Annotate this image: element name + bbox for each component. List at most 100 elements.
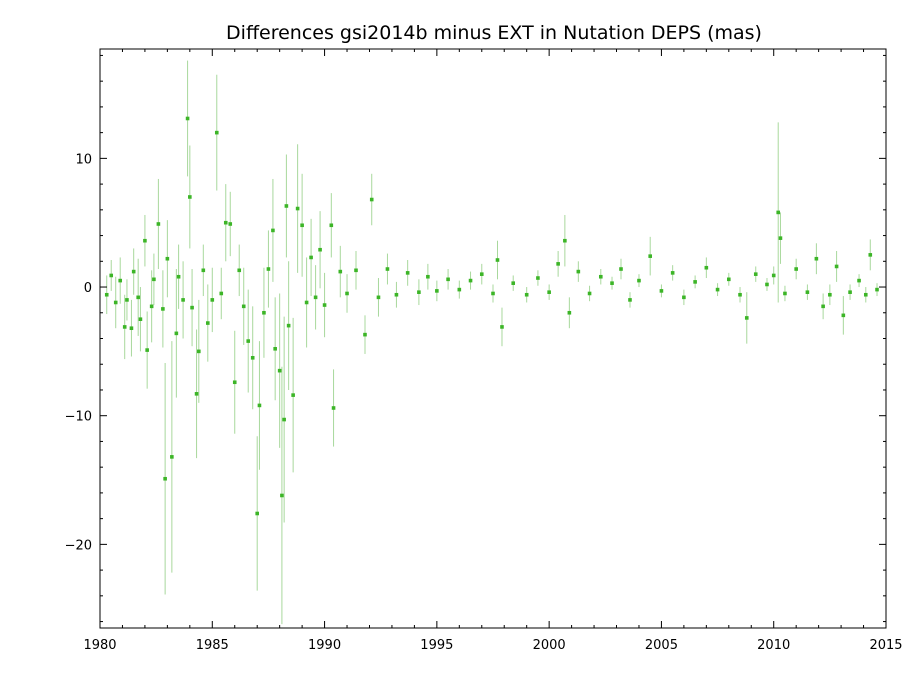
data-point	[174, 331, 179, 336]
error-bars-layer	[106, 60, 878, 625]
data-point	[511, 281, 516, 285]
data-point	[794, 267, 798, 271]
data-point	[783, 291, 787, 296]
data-point	[104, 292, 109, 297]
data-point	[280, 493, 284, 498]
data-point	[271, 228, 275, 233]
data-point	[241, 304, 246, 309]
data-point	[223, 220, 228, 225]
data-point	[170, 455, 174, 459]
data-point	[318, 247, 322, 252]
data-point	[598, 274, 603, 279]
data-point	[744, 316, 749, 320]
x-tick-label: 1995	[420, 638, 453, 653]
data-point	[426, 274, 430, 279]
data-point	[176, 274, 181, 279]
data-point	[257, 403, 262, 408]
data-point	[163, 476, 167, 481]
data-point	[875, 287, 879, 292]
data-points-layer	[104, 116, 879, 516]
data-point	[500, 325, 504, 329]
data-point	[715, 287, 720, 292]
data-point	[778, 236, 783, 240]
data-point	[354, 268, 358, 273]
data-point	[219, 291, 224, 296]
data-point	[255, 511, 259, 516]
data-point	[291, 393, 295, 397]
y-tick-label: −10	[65, 410, 92, 425]
data-point	[113, 300, 118, 305]
data-point	[628, 298, 632, 302]
data-point	[805, 290, 810, 294]
y-tick-label: −20	[65, 538, 92, 553]
x-tick-label: 1985	[196, 638, 229, 653]
data-point	[232, 380, 237, 385]
plot-frame	[99, 48, 887, 629]
data-point	[567, 310, 572, 315]
data-point	[345, 291, 349, 296]
data-point	[693, 280, 697, 284]
data-point	[405, 271, 410, 275]
data-point	[738, 292, 742, 297]
data-point	[417, 290, 421, 294]
data-point	[727, 277, 731, 282]
data-point	[181, 298, 185, 302]
x-tick-label: 1990	[308, 638, 341, 653]
data-point	[322, 303, 327, 307]
data-point	[610, 281, 614, 285]
data-point	[125, 298, 129, 302]
data-point	[149, 304, 154, 309]
data-point	[210, 298, 215, 302]
data-point	[524, 292, 529, 297]
data-point	[771, 273, 776, 278]
data-point	[547, 290, 551, 294]
data-point	[363, 332, 367, 337]
data-point	[313, 295, 318, 300]
data-point	[190, 305, 194, 310]
data-point	[138, 317, 143, 321]
x-tick-label: 2015	[869, 638, 902, 653]
data-point	[122, 325, 127, 329]
data-point	[156, 222, 161, 226]
x-tick-label: 2010	[757, 638, 790, 653]
data-point	[185, 116, 190, 121]
data-point	[457, 287, 462, 292]
data-point	[329, 223, 334, 228]
data-point	[468, 278, 473, 283]
data-point	[814, 256, 819, 261]
data-point	[165, 256, 170, 261]
x-tick-label: 2005	[645, 638, 678, 653]
data-point	[394, 292, 399, 297]
data-point	[376, 295, 381, 300]
data-point	[266, 267, 271, 271]
data-point	[491, 291, 495, 296]
data-point	[304, 300, 309, 305]
data-point	[704, 265, 709, 270]
data-point	[201, 268, 206, 273]
x-tick-label: 1980	[83, 638, 116, 653]
y-tick-label: 10	[75, 152, 92, 167]
data-point	[848, 290, 852, 294]
data-point	[284, 204, 289, 208]
data-point	[682, 295, 686, 300]
data-point	[821, 304, 825, 309]
data-point	[273, 346, 277, 351]
data-point	[152, 277, 156, 282]
data-point	[197, 349, 201, 354]
data-point	[863, 292, 868, 297]
data-point	[576, 269, 581, 274]
data-point	[282, 417, 286, 422]
data-point	[161, 307, 165, 311]
data-point	[228, 222, 233, 226]
data-point	[295, 206, 300, 211]
data-point	[765, 282, 769, 287]
data-point	[841, 313, 846, 318]
data-point	[446, 277, 450, 282]
data-point	[619, 267, 623, 271]
data-point	[338, 269, 343, 274]
x-tick-label: 2000	[533, 638, 566, 653]
data-point	[109, 273, 114, 278]
data-point	[670, 271, 675, 275]
data-point	[309, 255, 313, 260]
